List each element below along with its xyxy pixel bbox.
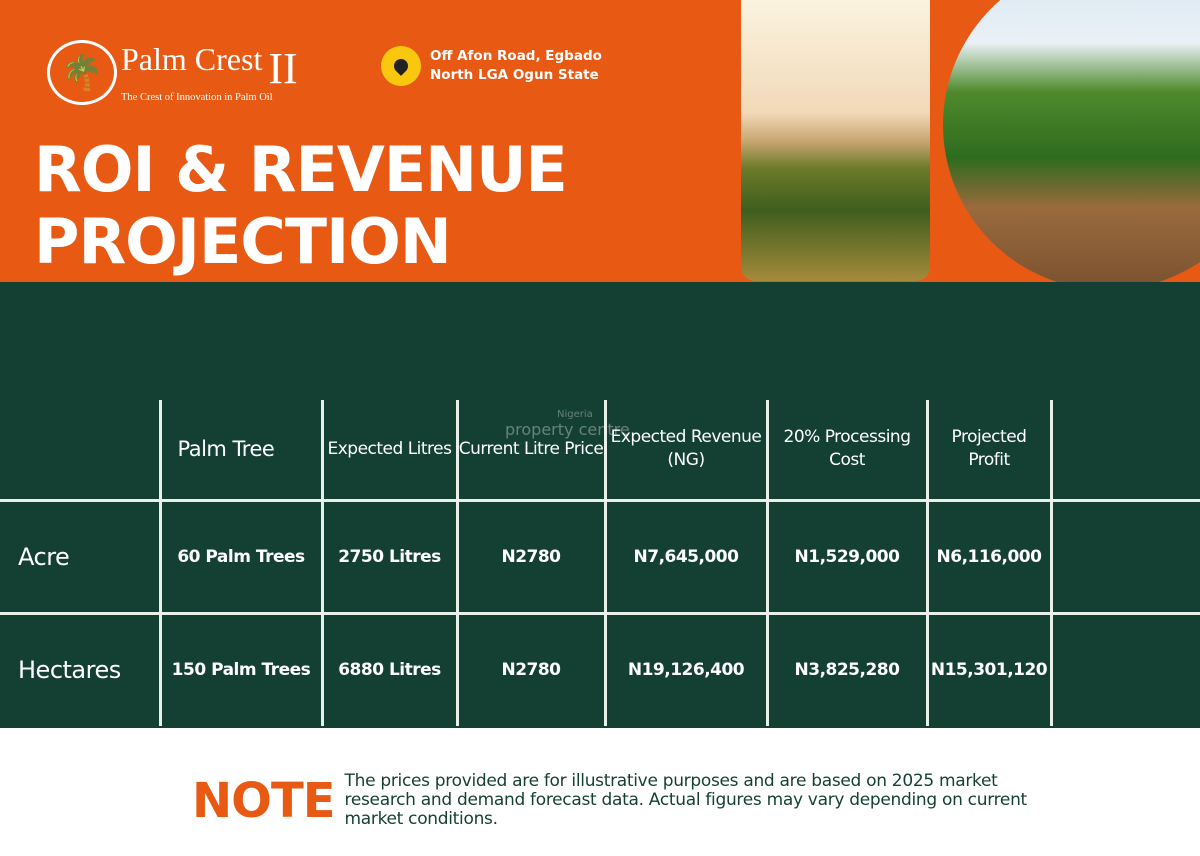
row-label: Acre <box>0 498 160 613</box>
header-cost: 20% Processing Cost <box>765 400 927 500</box>
plantation-photo <box>741 0 930 281</box>
page-title: ROI & REVENUE PROJECTION <box>34 133 568 278</box>
note: NOTE The prices provided are for illustr… <box>192 772 1065 829</box>
hero-banner: 🌴 Palm Crest II The Crest of Innovation i… <box>0 0 1200 282</box>
header-palm-tree: Palm Tree <box>158 400 322 500</box>
cell-cost: N1,529,000 <box>765 498 927 613</box>
header-price: Current Litre Price <box>455 400 605 500</box>
location-line-2: North LGA Ogun State <box>430 67 599 83</box>
title-line-2: PROJECTION <box>34 205 452 278</box>
cell-cost: N3,825,280 <box>765 611 927 726</box>
header-empty <box>0 400 160 500</box>
title-line-1: ROI & REVENUE <box>34 133 568 206</box>
cell-empty <box>1049 498 1200 613</box>
cell-price: N2780 <box>455 498 605 613</box>
cell-revenue: N19,126,400 <box>603 611 767 726</box>
header-empty-end <box>1049 400 1200 500</box>
table-header: Palm Tree Expected Litres Current Litre … <box>0 400 1200 500</box>
note-label: NOTE <box>192 772 336 829</box>
seedlings-photo <box>943 0 1200 282</box>
watermark-text: property centre <box>505 420 630 439</box>
location: Off Afon Road, Egbado North LGA Ogun Sta… <box>381 46 602 86</box>
cell-litres: 6880 Litres <box>320 611 457 726</box>
brand-numeral: II <box>268 43 298 93</box>
cell-palm-tree: 60 Palm Trees <box>158 498 322 613</box>
header-litres: Expected Litres <box>320 400 457 500</box>
cell-litres: 2750 Litres <box>320 498 457 613</box>
cell-price: N2780 <box>455 611 605 726</box>
roi-table: Palm Tree Expected Litres Current Litre … <box>0 400 1200 726</box>
location-line-1: Off Afon Road, Egbado <box>430 48 602 64</box>
watermark-small: Nigeria <box>557 409 593 420</box>
table-row: Acre 60 Palm Trees 2750 Litres N2780 N7,… <box>0 498 1200 613</box>
watermark: Nigeria property centre <box>505 409 630 439</box>
location-pin-icon <box>381 46 421 86</box>
cell-profit: N15,301,120 <box>925 611 1051 726</box>
cell-empty <box>1049 611 1200 726</box>
tagline: The Crest of Innovation in Palm Oil <box>121 91 273 103</box>
row-label: Hectares <box>0 611 160 726</box>
header-profit: Projected Profit <box>925 400 1051 500</box>
logo: 🌴 Palm Crest II The Crest of Innovation i… <box>47 40 298 105</box>
note-text: The prices provided are for illustrative… <box>344 771 1028 829</box>
cell-profit: N6,116,000 <box>925 498 1051 613</box>
table-row: Hectares 150 Palm Trees 6880 Litres N278… <box>0 611 1200 726</box>
cell-palm-tree: 150 Palm Trees <box>158 611 322 726</box>
projection-section: Palm Tree Expected Litres Current Litre … <box>0 282 1200 728</box>
palm-tree-icon: 🌴 <box>47 40 117 105</box>
cell-revenue: N7,645,000 <box>603 498 767 613</box>
header-revenue: Expected Revenue (NG) <box>603 400 767 500</box>
brand-name: Palm Crest <box>121 40 263 77</box>
